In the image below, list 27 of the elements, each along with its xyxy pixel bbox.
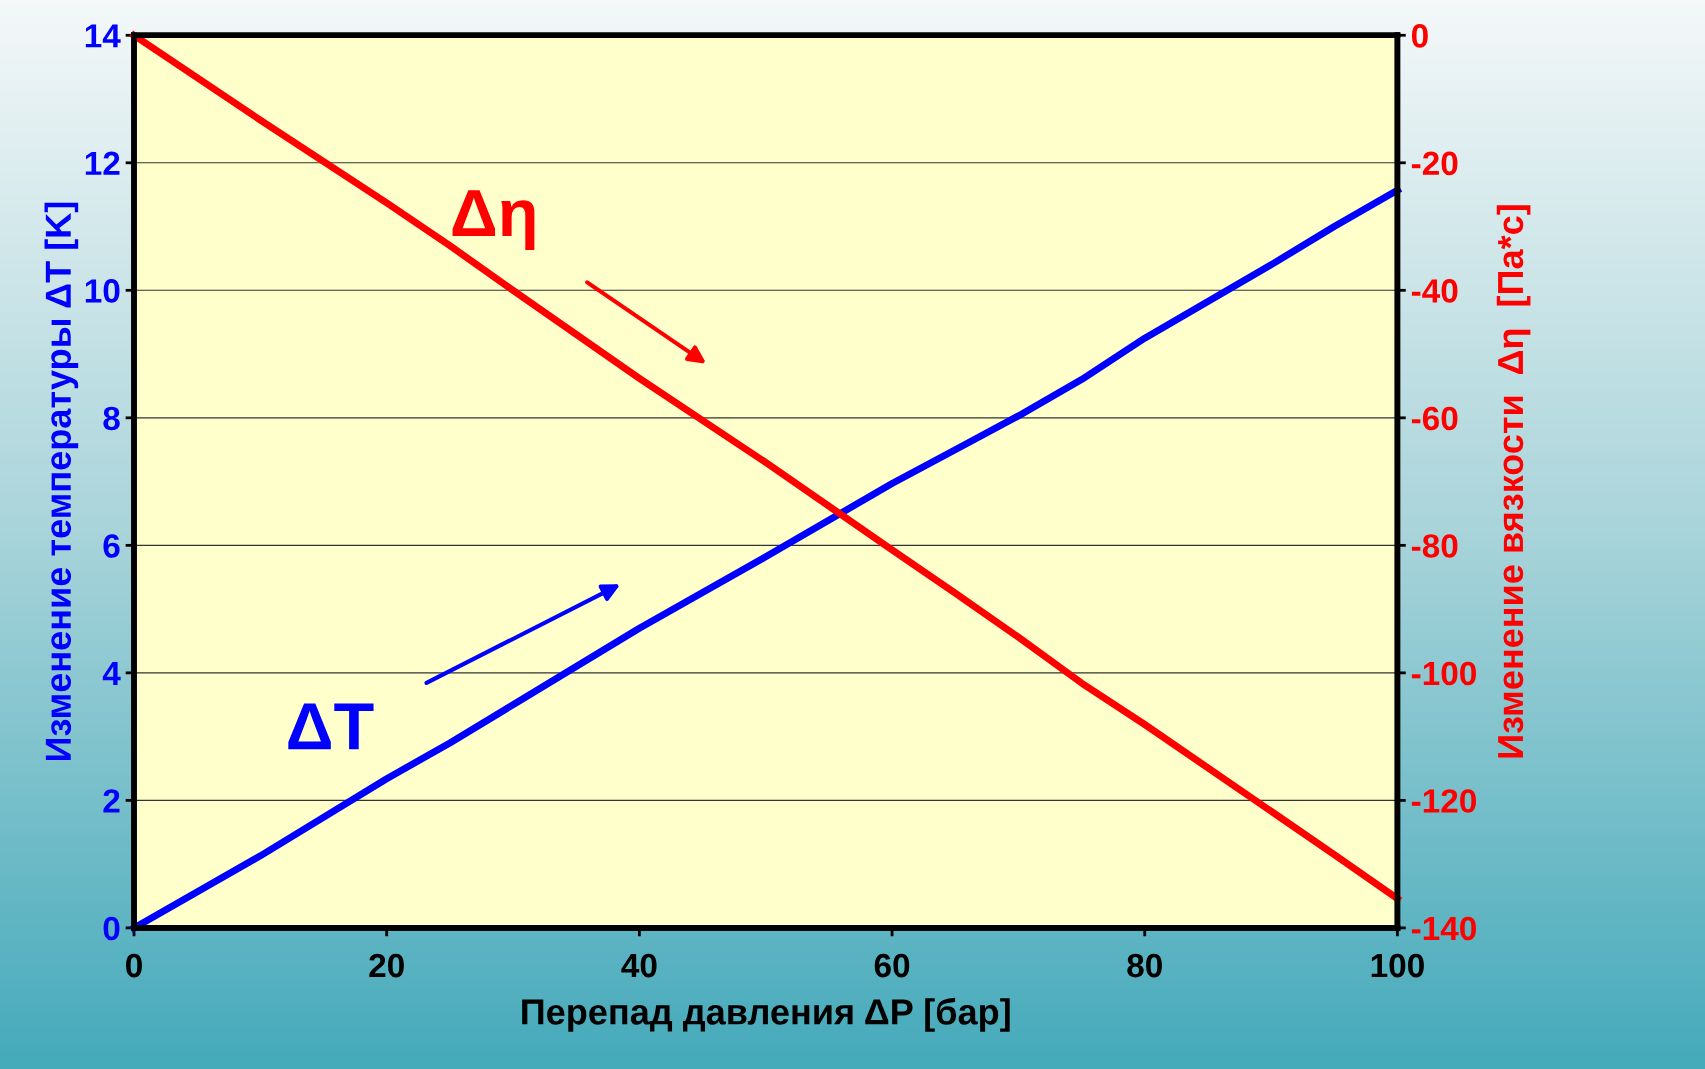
- y2-tick-label: -20: [1411, 151, 1458, 176]
- x-tick-label: 80: [1127, 953, 1162, 978]
- x-tick-label: 100: [1371, 953, 1424, 978]
- y-tick-label: 10: [85, 279, 120, 303]
- y2-tick-label: -40: [1411, 279, 1458, 303]
- x-tick-label: 20: [369, 953, 404, 978]
- y2-tick-label: 0: [1411, 24, 1428, 48]
- y2-axis-title: Изменение вязкости Δη [Па*с]: [1496, 205, 1531, 758]
- y-tick-label: 14: [85, 24, 121, 48]
- y-axis-title: Изменение температуры ΔT [K]: [44, 202, 79, 761]
- x-axis-title: Перепад давления ΔP [бар]: [522, 997, 1010, 1032]
- y-tick-label: 4: [102, 662, 121, 685]
- x-tick-label: 60: [874, 953, 910, 978]
- y2-tick-label: -120: [1411, 789, 1476, 813]
- annotation: ΔT: [288, 703, 374, 750]
- y2-tick-label: -140: [1411, 916, 1476, 941]
- y-tick-label: 2: [103, 789, 120, 813]
- x-tick-label: 0: [126, 953, 142, 978]
- annotation: Δη: [452, 190, 535, 250]
- y2-tick-label: -80: [1411, 534, 1458, 558]
- y-tick-label: 12: [85, 151, 120, 175]
- y-tick-label: 6: [103, 534, 120, 558]
- y-tick-label: 0: [103, 916, 120, 941]
- y-tick-label: 8: [103, 406, 120, 431]
- y2-tick-label: -100: [1411, 661, 1476, 686]
- y2-tick-label: -60: [1411, 406, 1458, 431]
- x-tick-label: 40: [621, 953, 657, 978]
